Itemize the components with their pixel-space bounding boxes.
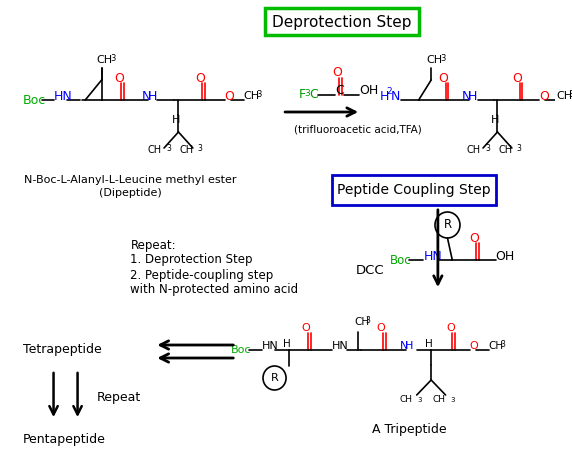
Text: Tetrapeptide: Tetrapeptide	[23, 344, 102, 357]
Text: 3: 3	[198, 144, 202, 153]
Text: 3: 3	[166, 144, 171, 153]
Text: N: N	[462, 89, 471, 102]
Text: (Dipeptide): (Dipeptide)	[99, 188, 162, 198]
Text: HN: HN	[332, 341, 349, 351]
Text: O: O	[470, 341, 478, 351]
Text: OH: OH	[359, 85, 378, 98]
Text: N-Boc-L-Alanyl-L-Leucine methyl ester: N-Boc-L-Alanyl-L-Leucine methyl ester	[24, 175, 237, 185]
Text: (trifluoroacetic acid,TFA): (trifluoroacetic acid,TFA)	[294, 125, 422, 135]
Text: O: O	[470, 231, 479, 245]
Text: 1. Deprotection Step: 1. Deprotection Step	[130, 254, 253, 267]
Text: Boc: Boc	[390, 254, 411, 267]
Text: O: O	[439, 71, 448, 85]
Text: 3: 3	[500, 340, 505, 349]
Text: DCC: DCC	[356, 264, 385, 277]
Text: H: H	[468, 89, 477, 102]
Text: H: H	[405, 341, 414, 351]
Text: 3: 3	[418, 397, 422, 403]
Text: Boc: Boc	[231, 345, 252, 355]
Text: Repeat:: Repeat:	[130, 238, 176, 251]
Bar	[265, 8, 419, 35]
Text: O: O	[114, 71, 124, 85]
Text: O: O	[377, 323, 386, 333]
Text: N: N	[391, 89, 400, 102]
Text: HN: HN	[54, 89, 72, 102]
Text: 3: 3	[110, 54, 116, 63]
Text: CH: CH	[466, 145, 480, 155]
Text: CH: CH	[179, 145, 193, 155]
Text: H: H	[172, 115, 180, 125]
Text: R: R	[443, 218, 451, 231]
Text: N: N	[142, 89, 152, 102]
Text: with N-protected amino acid: with N-protected amino acid	[130, 284, 299, 297]
Text: H: H	[490, 115, 499, 125]
Text: 3: 3	[517, 144, 522, 153]
Text: Deprotection Step: Deprotection Step	[272, 14, 411, 30]
Text: 3: 3	[450, 397, 455, 403]
Text: CH: CH	[426, 55, 443, 65]
Text: A Tripeptide: A Tripeptide	[372, 424, 446, 436]
Text: CH: CH	[556, 91, 572, 101]
Text: H: H	[283, 339, 291, 349]
Text: 3: 3	[569, 90, 572, 99]
Text: N: N	[399, 341, 408, 351]
Text: O: O	[513, 71, 523, 85]
Text: O: O	[196, 71, 205, 85]
Text: Pentapeptide: Pentapeptide	[23, 434, 106, 446]
Text: Boc: Boc	[23, 93, 46, 107]
Text: O: O	[225, 89, 235, 102]
Text: R: R	[271, 373, 279, 383]
Text: 3: 3	[366, 316, 371, 325]
Text: H: H	[380, 89, 390, 102]
Text: C: C	[335, 85, 344, 98]
Text: CH: CH	[354, 317, 370, 327]
Text: CH: CH	[498, 145, 512, 155]
Text: CH: CH	[489, 341, 504, 351]
Text: Peptide Coupling Step: Peptide Coupling Step	[337, 183, 491, 197]
Text: O: O	[446, 323, 455, 333]
Text: 3: 3	[256, 90, 261, 99]
Text: O: O	[539, 89, 549, 102]
Text: 3: 3	[485, 144, 490, 153]
Text: H: H	[148, 89, 157, 102]
Text: CH: CH	[244, 91, 260, 101]
Text: CH: CH	[432, 396, 446, 405]
Text: 2: 2	[386, 87, 392, 96]
Text: 2. Peptide-coupling step: 2. Peptide-coupling step	[130, 268, 273, 281]
Text: CH: CH	[148, 145, 161, 155]
Text: HN: HN	[262, 341, 279, 351]
Text: CH: CH	[400, 396, 412, 405]
Text: CH: CH	[97, 55, 113, 65]
Bar	[332, 175, 495, 205]
Text: 3: 3	[304, 89, 310, 98]
Text: O: O	[302, 323, 311, 333]
Text: 3: 3	[440, 54, 445, 63]
Text: H: H	[426, 339, 433, 349]
Text: C: C	[309, 89, 318, 101]
Text: OH: OH	[495, 249, 515, 262]
Text: HN: HN	[423, 249, 442, 262]
Text: F: F	[299, 89, 305, 101]
Text: O: O	[332, 67, 342, 79]
Text: Repeat: Repeat	[97, 391, 141, 405]
